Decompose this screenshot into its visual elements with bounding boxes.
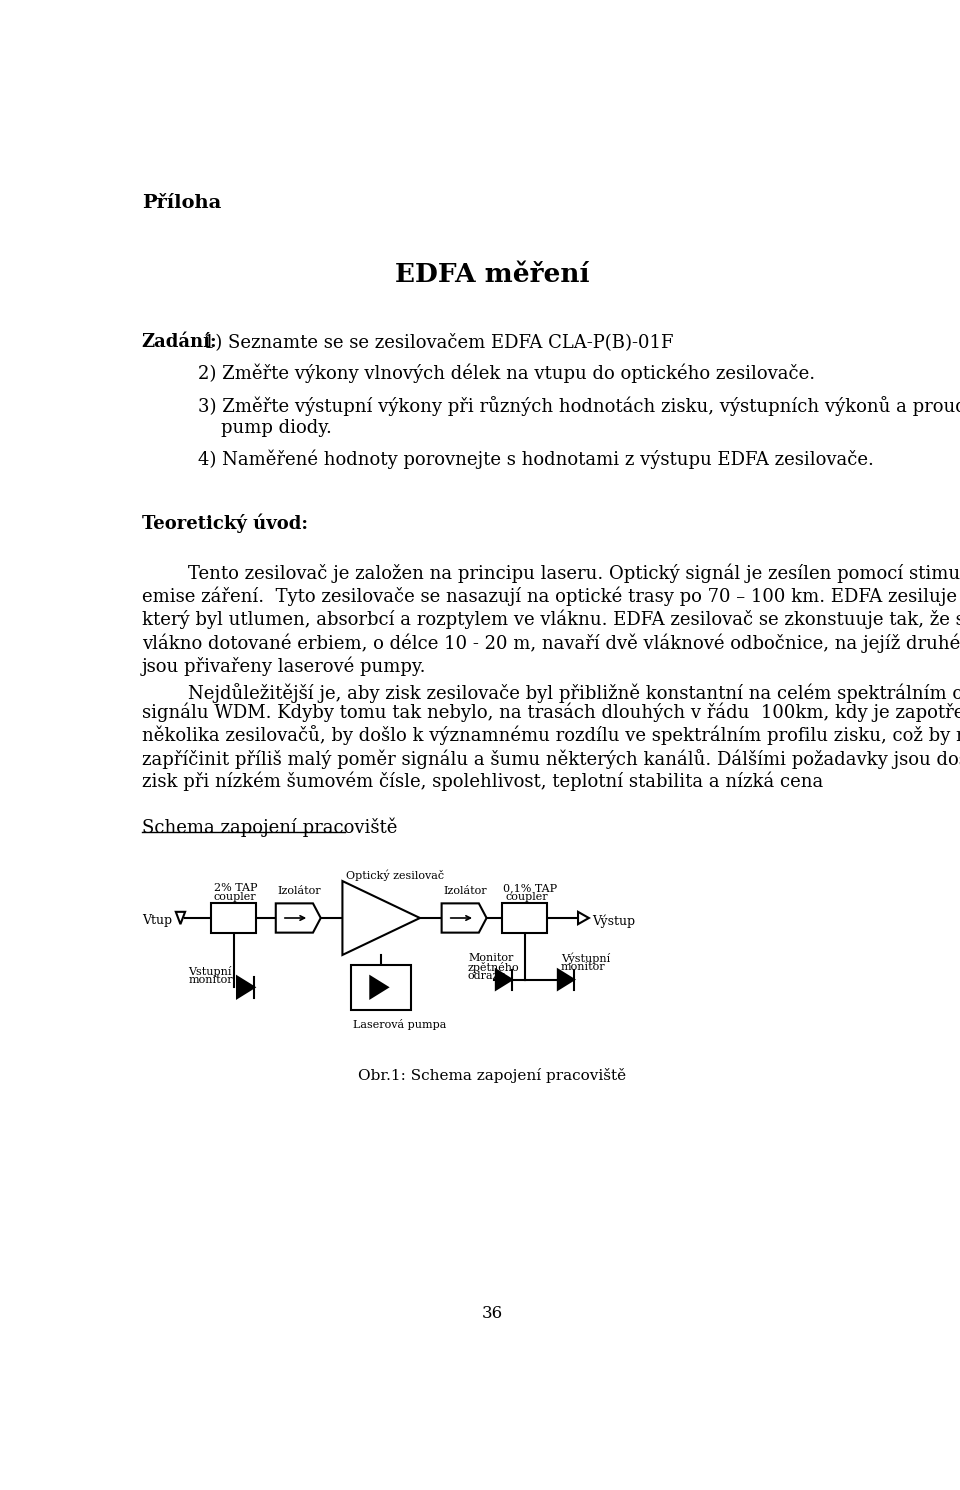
Text: Schema zapojení pracoviště: Schema zapojení pracoviště (142, 818, 397, 837)
Text: odrazu: odrazu (468, 971, 507, 980)
Text: jsou přivařeny laserové pumpy.: jsou přivařeny laserové pumpy. (142, 656, 426, 675)
Text: Optický zesilovač: Optický zesilovač (347, 870, 444, 881)
Text: emise záření.  Tyto zesilovače se nasazují na optické trasy po 70 – 100 km. EDFA: emise záření. Tyto zesilovače se nasazuj… (142, 587, 960, 606)
Text: 1) Seznamte se se zesilovačem EDFA CLA-P(B)-01F: 1) Seznamte se se zesilovačem EDFA CLA-P… (198, 332, 673, 350)
Text: 3) Změřte výstupní výkony při různých hodnotách zisku, výstupních výkonů a proud: 3) Změřte výstupní výkony při různých ho… (198, 396, 960, 416)
Polygon shape (578, 912, 588, 924)
Text: 0,1% TAP: 0,1% TAP (503, 884, 557, 894)
Polygon shape (237, 976, 254, 998)
Text: 2) Změřte výkony vlnových délek na vtupu do optického zesilovače.: 2) Změřte výkony vlnových délek na vtupu… (198, 364, 815, 383)
Text: Monitor: Monitor (468, 952, 514, 963)
Polygon shape (176, 912, 185, 924)
Text: Obr.1: Schema zapojení pracoviště: Obr.1: Schema zapojení pracoviště (358, 1068, 626, 1083)
Text: coupler: coupler (506, 893, 548, 901)
Text: několika zesilovačů, by došlo k významnému rozdílu ve spektrálním profilu zisku,: několika zesilovačů, by došlo k významné… (142, 726, 960, 745)
Text: Vtup: Vtup (142, 915, 172, 927)
Text: EDFA měření: EDFA měření (395, 262, 589, 288)
Bar (211, 903, 256, 933)
Text: Teoretický úvod:: Teoretický úvod: (142, 514, 308, 533)
Polygon shape (496, 970, 512, 989)
Polygon shape (442, 903, 487, 933)
Polygon shape (276, 903, 321, 933)
Bar (351, 966, 412, 1010)
Text: vlákno dotované erbiem, o délce 10 - 20 m, navaří dvě vláknové odbočnice, na jej: vlákno dotované erbiem, o délce 10 - 20 … (142, 633, 960, 653)
Text: Izolátor: Izolátor (444, 885, 487, 895)
Text: Nejdůležitější je, aby zisk zesilovače byl přibližně konstantní na celém spektrá: Nejdůležitější je, aby zisk zesilovače b… (142, 682, 960, 703)
Text: 2% TAP: 2% TAP (214, 884, 257, 894)
Text: Tento zesilovač je založen na principu laseru. Optický signál je zesílen pomocí : Tento zesilovač je založen na principu l… (142, 563, 960, 583)
Polygon shape (343, 881, 420, 955)
Text: Příloha: Příloha (142, 194, 221, 212)
Text: monitor: monitor (188, 974, 233, 985)
Text: monitor: monitor (561, 963, 606, 971)
Text: signálu WDM. Kdyby tomu tak nebylo, na trasách dlouhých v řádu  100km, kdy je za: signálu WDM. Kdyby tomu tak nebylo, na t… (142, 702, 960, 721)
Text: Vstupní: Vstupní (188, 966, 231, 977)
Text: zapříčinit příliš malý poměr signálu a šumu některých kanálů. Dálšími požadavky : zapříčinit příliš malý poměr signálu a š… (142, 748, 960, 769)
Text: 4) Naměřené hodnoty porovnejte s hodnotami z výstupu EDFA zesilovače.: 4) Naměřené hodnoty porovnejte s hodnota… (198, 450, 874, 469)
Text: zpětného: zpětného (468, 963, 519, 973)
Polygon shape (371, 976, 388, 998)
Polygon shape (558, 970, 574, 989)
Text: zisk při nízkém šumovém čísle, spolehlivost, teplotní stabilita a nízká cena: zisk při nízkém šumovém čísle, spolehliv… (142, 772, 823, 791)
Text: Laserová pumpa: Laserová pumpa (353, 1019, 446, 1030)
Text: Izolátor: Izolátor (277, 885, 321, 895)
Text: Výstupní: Výstupní (561, 952, 611, 964)
Text: coupler: coupler (214, 893, 256, 901)
Bar (502, 903, 547, 933)
Text: Zadání:: Zadání: (142, 332, 217, 350)
Text: pump diody.: pump diody. (221, 419, 331, 437)
Text: Výstup: Výstup (592, 915, 636, 928)
Text: 36: 36 (481, 1305, 503, 1322)
Text: který byl utlumen, absorbcí a rozptylem ve vláknu. EDFA zesilovač se zkonstuuje : který byl utlumen, absorbcí a rozptylem … (142, 609, 960, 629)
